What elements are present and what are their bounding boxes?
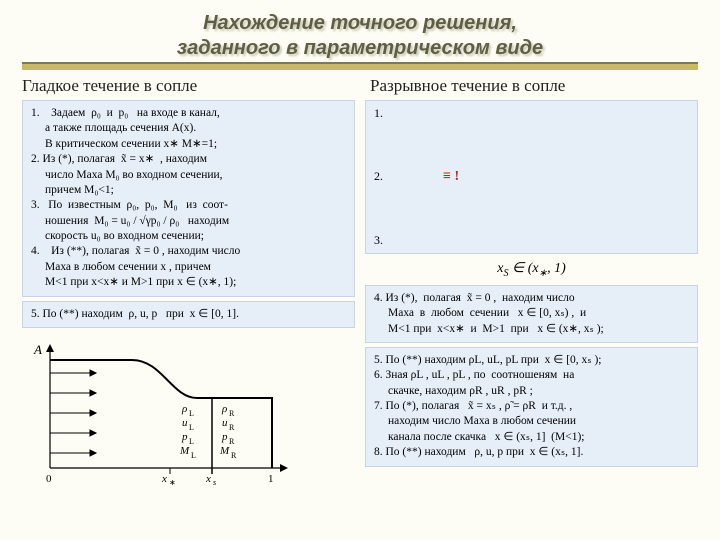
svg-text:1: 1 <box>268 473 274 485</box>
col-right: 1. 2.≡ ! 3. xS ∈ (x∗, 1) 4. Из (*), пола… <box>365 100 698 488</box>
svg-text:u: u <box>222 417 228 429</box>
l1-2: 2. Из (*), полагая x̃ = x∗ , находим <box>31 152 346 166</box>
title-rule <box>22 62 698 70</box>
svg-text:R: R <box>231 451 237 460</box>
svg-text:R: R <box>229 437 235 446</box>
r2-7: 7. По (*), полагая x̃ = xₛ , ρ̃ = ρR и т… <box>374 399 689 413</box>
right-top-box: 1. 2.≡ ! 3. <box>365 100 698 254</box>
r2-8: 8. По (**) находим ρ, u, p при x ∈ (xₛ, … <box>374 445 689 459</box>
formula-xs: xS ∈ (x∗, 1) <box>365 260 698 279</box>
r2-6: 6. Зная ρL , uL , pL , по соотношеням на <box>374 368 689 382</box>
svg-text:s: s <box>213 478 216 487</box>
svg-text:M: M <box>219 445 230 457</box>
svg-text:0: 0 <box>46 473 52 485</box>
subhead-left: Гладкое течение в сопле <box>22 76 350 96</box>
r2-5: 5. По (**) находим ρL, uL, pL при x ∈ [0… <box>374 353 689 367</box>
r-n2: 2.≡ ! <box>374 168 689 186</box>
svg-text:p: p <box>181 431 188 443</box>
l1-3b: ношения M₀ = u₀ / √γp₀ / ρ₀ находим <box>31 214 346 228</box>
subhead-right: Разрывное течение в сопле <box>350 76 698 96</box>
l1-4b: Маха в любом сечении x , причем <box>31 260 346 274</box>
svg-text:p: p <box>221 431 228 443</box>
l1-1c: В критическом сечении x∗ M∗=1; <box>31 137 346 151</box>
title-line2: заданного в параметрическом виде <box>22 37 698 60</box>
svg-text:L: L <box>189 409 194 418</box>
l2-5: 5. По (**) находим ρ, u, p при x ∈ [0, 1… <box>31 307 346 321</box>
l1-3: 3. По известным ρ₀, p₀, M₀ из соот- <box>31 198 346 212</box>
r2-7b: находим число Маха в любом сечении <box>374 414 689 428</box>
svg-text:L: L <box>191 451 196 460</box>
l1-2b: число Маха M₀ во входном сечении, <box>31 168 346 182</box>
svg-text:R: R <box>229 423 235 432</box>
l1-4c: M<1 при x<x∗ и M>1 при x ∈ (x∗, 1); <box>31 275 346 289</box>
svg-text:u: u <box>182 417 188 429</box>
r1-4c: M<1 при x<x∗ и M>1 при x ∈ (x∗, xₛ ); <box>374 322 689 336</box>
svg-text:M: M <box>179 445 190 457</box>
svg-text:ρ: ρ <box>221 403 227 415</box>
r-n3: 3. <box>374 233 689 248</box>
r2-6b: скачке, находим ρR , uR , pR ; <box>374 384 689 398</box>
svg-text:A: A <box>33 342 42 357</box>
svg-text:ρ: ρ <box>181 403 187 415</box>
svg-text:R: R <box>229 409 235 418</box>
col-left: 1. Задаем ρ₀ и p₀ на входе в канал, а та… <box>22 100 355 488</box>
right-box-2: 5. По (**) находим ρL, uL, pL при x ∈ [0… <box>365 347 698 467</box>
r1-4: 4. Из (*), полагая x̃ = 0 , находим числ… <box>374 291 689 305</box>
svg-text:x: x <box>205 473 211 485</box>
identical-icon: ≡ ! <box>443 169 459 184</box>
r2-7c: канала после скачка x ∈ (xₛ, 1] (M<1); <box>374 430 689 444</box>
left-box-1: 1. Задаем ρ₀ и p₀ на входе в канал, а та… <box>22 100 355 297</box>
channel-figure: A ρL uL <box>22 338 302 488</box>
l1-1: 1. Задаем ρ₀ и p₀ на входе в канал, <box>31 106 346 120</box>
svg-text:x: x <box>161 473 167 485</box>
right-box-1: 4. Из (*), полагая x̃ = 0 , находим числ… <box>365 285 698 343</box>
svg-text:L: L <box>189 437 194 446</box>
l1-1b: а также площадь сечения A(x). <box>31 121 346 135</box>
title-line1: Нахождение точного решения, <box>22 12 698 35</box>
columns: 1. Задаем ρ₀ и p₀ на входе в канал, а та… <box>22 100 698 488</box>
l1-3c: скорость u₀ во входном сечении; <box>31 229 346 243</box>
l1-4: 4. Из (**), полагая x̃ = 0 , находим чис… <box>31 244 346 258</box>
r-n1: 1. <box>374 106 689 121</box>
svg-text:L: L <box>189 423 194 432</box>
left-box-2: 5. По (**) находим ρ, u, p при x ∈ [0, 1… <box>22 301 355 328</box>
svg-text:∗: ∗ <box>169 478 176 487</box>
r1-4b: Маха в любом сечении x ∈ [0, xₛ) , и <box>374 306 689 320</box>
subheads: Гладкое течение в сопле Разрывное течени… <box>22 76 698 96</box>
l1-2c: причем M₀<1; <box>31 183 346 197</box>
